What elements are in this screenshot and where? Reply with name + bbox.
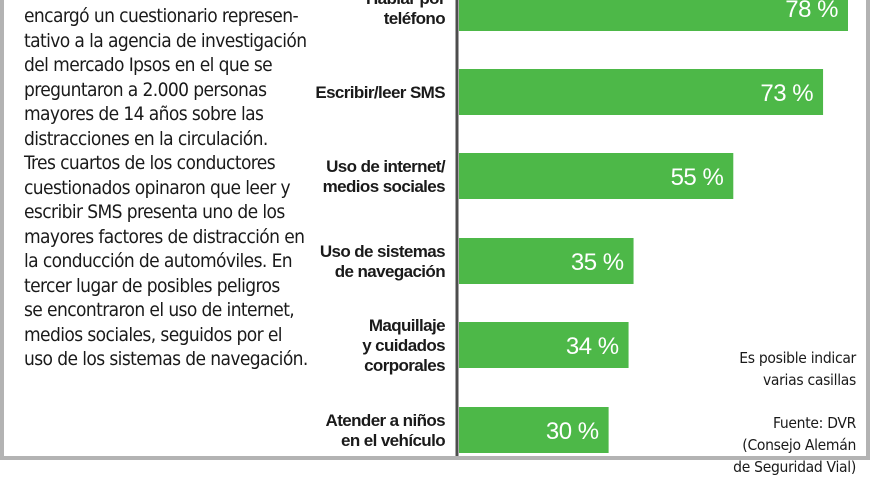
category-label: Escribir/leer SMS <box>315 83 445 102</box>
source-line: (Consejo Alemán <box>742 436 856 454</box>
bar <box>459 0 848 31</box>
intro-text: encargó un cuestionario represen-tativo … <box>24 4 324 372</box>
intro-line: uso de los sistemas de navegación. <box>24 348 308 370</box>
intro-line: tativo a la agencia de investigación <box>24 29 307 52</box>
bar-value-label: 34 % <box>566 333 619 360</box>
intro-line: mayores factores de distracción en <box>24 225 305 248</box>
note-line: varias casillas <box>762 371 856 389</box>
source-line: de Seguridad Vial) <box>733 458 856 476</box>
intro-line: mayores de 14 años sobre las <box>24 103 264 125</box>
source-note: Fuente: DVR (Consejo Alemán de Seguridad V… <box>733 412 856 478</box>
intro-line: del mercado Ipsos en el que se <box>24 54 273 76</box>
intro-line: Tres cuartos de los conductores <box>24 152 276 174</box>
bar <box>459 153 734 199</box>
multiple-choice-note: Es posible indicar varias casillas <box>739 347 856 391</box>
intro-line: distracciones en la circulación. <box>24 127 268 150</box>
bar-value-label: 73 % <box>760 80 813 107</box>
bar <box>459 238 634 284</box>
category-label: Uso de sistemas <box>320 242 445 261</box>
note-line: Es posible indicar <box>739 349 856 367</box>
intro-line: se encontraron el uso de internet, <box>24 299 295 321</box>
bar-value-label: 55 % <box>671 164 724 191</box>
bar <box>459 407 609 453</box>
source-line: Fuente: DVR <box>772 414 856 432</box>
category-label: Hablar por <box>366 0 446 8</box>
intro-line: cuestionados opinaron que leer y <box>24 176 291 199</box>
intro-line: encargó un cuestionario represen- <box>24 5 299 27</box>
intro-line: la conducción de automóviles. En <box>24 250 293 272</box>
category-label: medios sociales <box>323 177 445 196</box>
intro-line: medios sociales, seguidos por el <box>24 323 283 346</box>
category-label: Maquillaje <box>369 316 445 335</box>
category-label: y cuidados <box>362 336 445 355</box>
intro-line: escribir SMS presenta uno de los <box>24 201 285 223</box>
bar-value-label: 30 % <box>546 418 599 445</box>
category-label: en el vehículo <box>341 431 445 450</box>
bar-value-label: 35 % <box>571 249 624 276</box>
chart-frame <box>0 0 870 460</box>
intro-line: preguntaron a 2.000 personas <box>24 78 267 101</box>
bar <box>459 322 629 368</box>
bar <box>459 69 824 115</box>
category-label: corporales <box>364 356 445 375</box>
category-label: teléfono <box>384 9 446 28</box>
category-label: de navegación <box>335 262 446 281</box>
category-label: Uso de internet/ <box>326 157 446 176</box>
category-label: Atender a niños <box>326 411 446 430</box>
intro-line: tercer lugar de posibles peligros <box>24 274 280 297</box>
bar-value-label: 78 % <box>785 0 838 23</box>
